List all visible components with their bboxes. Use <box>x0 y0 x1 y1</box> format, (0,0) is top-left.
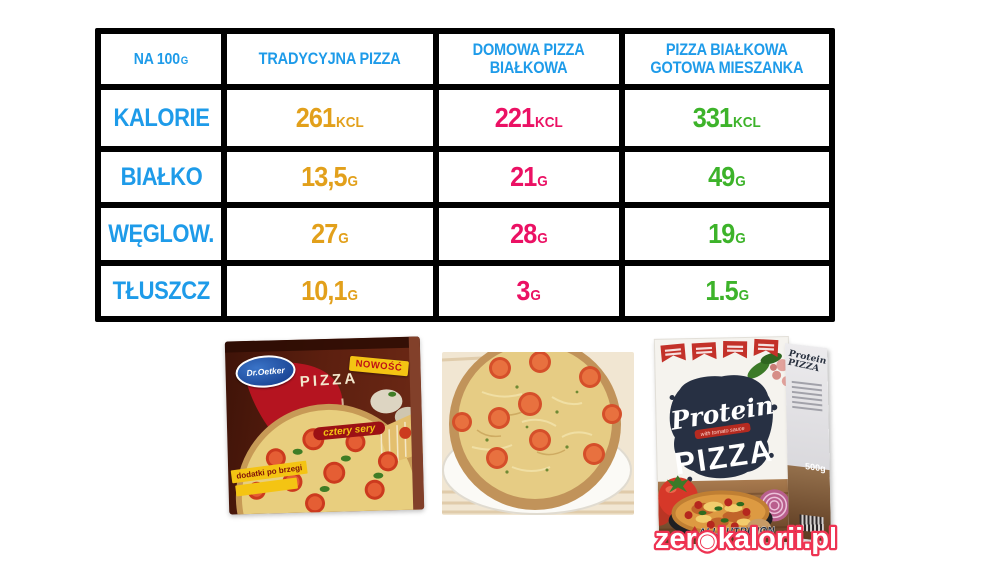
product-image-protein-pizza-box: Protein with tomato sauce PIZZA <box>653 334 832 549</box>
value-weglow-homemade: 28 G <box>439 208 619 260</box>
value-weglow-protein: 19 G <box>625 208 829 260</box>
watermark-zerokalorii: zer◉kalorii.pl <box>646 517 846 564</box>
value-bialko-protein: 49 G <box>625 152 829 202</box>
row-label-bialko: BIAŁKO <box>101 152 221 202</box>
protein-box-side-panel: Protein PIZZA 500g <box>784 343 832 543</box>
watermark-o-icon: ◉ <box>697 527 718 554</box>
value-kalorie-homemade: 221 KCL <box>439 90 619 146</box>
garlic-graphic <box>370 389 403 414</box>
cheese-shreds <box>471 391 593 472</box>
product-image-traditional-pizza-box: Dr.Oetker PIZZA NOWOŚĆ cztery sery dodat… <box>224 336 425 515</box>
cherry-tomato-slices <box>452 352 622 469</box>
watermark-text: zer◉kalorii.pl <box>655 523 837 555</box>
row-label-kalorie: KALORIE <box>101 90 221 146</box>
value-tluszcz-protein: 1.5 G <box>625 266 829 316</box>
box-product-name: PIZZA <box>299 370 359 391</box>
col-header-protein-mix: PIZZA BIAŁKOWA GOTOWA MIESZANKA <box>625 34 829 84</box>
homemade-pizza-photo <box>442 352 634 515</box>
tomato-toppings <box>247 426 412 514</box>
row-label-tluszcz: TŁUSZCZ <box>101 266 221 316</box>
protein-box-artwork: Protein with tomato sauce PIZZA <box>654 337 793 545</box>
claim-badges <box>660 338 779 363</box>
value-bialko-traditional: 13,5 G <box>227 152 433 202</box>
allnutrition-brand: ALLNUTRITION <box>688 525 776 538</box>
product-image-homemade-pizza <box>442 352 634 515</box>
row-label-weglow: WĘGLOW. <box>101 208 221 260</box>
col-header-traditional: TRADYCYJNA PIZZA <box>227 34 433 84</box>
protein-box-front: Protein with tomato sauce PIZZA <box>653 336 794 546</box>
value-kalorie-protein: 331 KCL <box>625 90 829 146</box>
col-header-homemade: DOMOWA PIZZA BIAŁKOWA <box>439 34 619 84</box>
svg-text:ALLNUTRITION: ALLNUTRITION <box>698 525 776 538</box>
table-corner-header: NA 100G <box>101 34 221 84</box>
value-kalorie-traditional: 261 KCL <box>227 90 433 146</box>
pizza-box-front: Dr.Oetker PIZZA NOWOŚĆ cztery sery dodat… <box>224 336 425 515</box>
value-tluszcz-traditional: 10,1 G <box>227 266 433 316</box>
herb-specks <box>485 385 579 474</box>
mushroom-graphic <box>746 518 771 538</box>
value-bialko-homemade: 21 G <box>439 152 619 202</box>
value-weglow-traditional: 27 G <box>227 208 433 260</box>
side-panel-title: Protein PIZZA <box>787 348 827 375</box>
side-panel-text-lines <box>791 380 823 412</box>
nutrition-table: NA 100G TRADYCYJNA PIZZA DOMOWA PIZZA BI… <box>95 28 835 322</box>
